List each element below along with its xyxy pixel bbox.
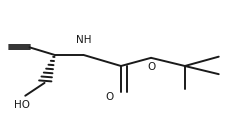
Text: O: O bbox=[147, 62, 155, 72]
Text: O: O bbox=[106, 92, 114, 102]
Text: NH: NH bbox=[76, 35, 91, 45]
Text: HO: HO bbox=[14, 100, 30, 110]
